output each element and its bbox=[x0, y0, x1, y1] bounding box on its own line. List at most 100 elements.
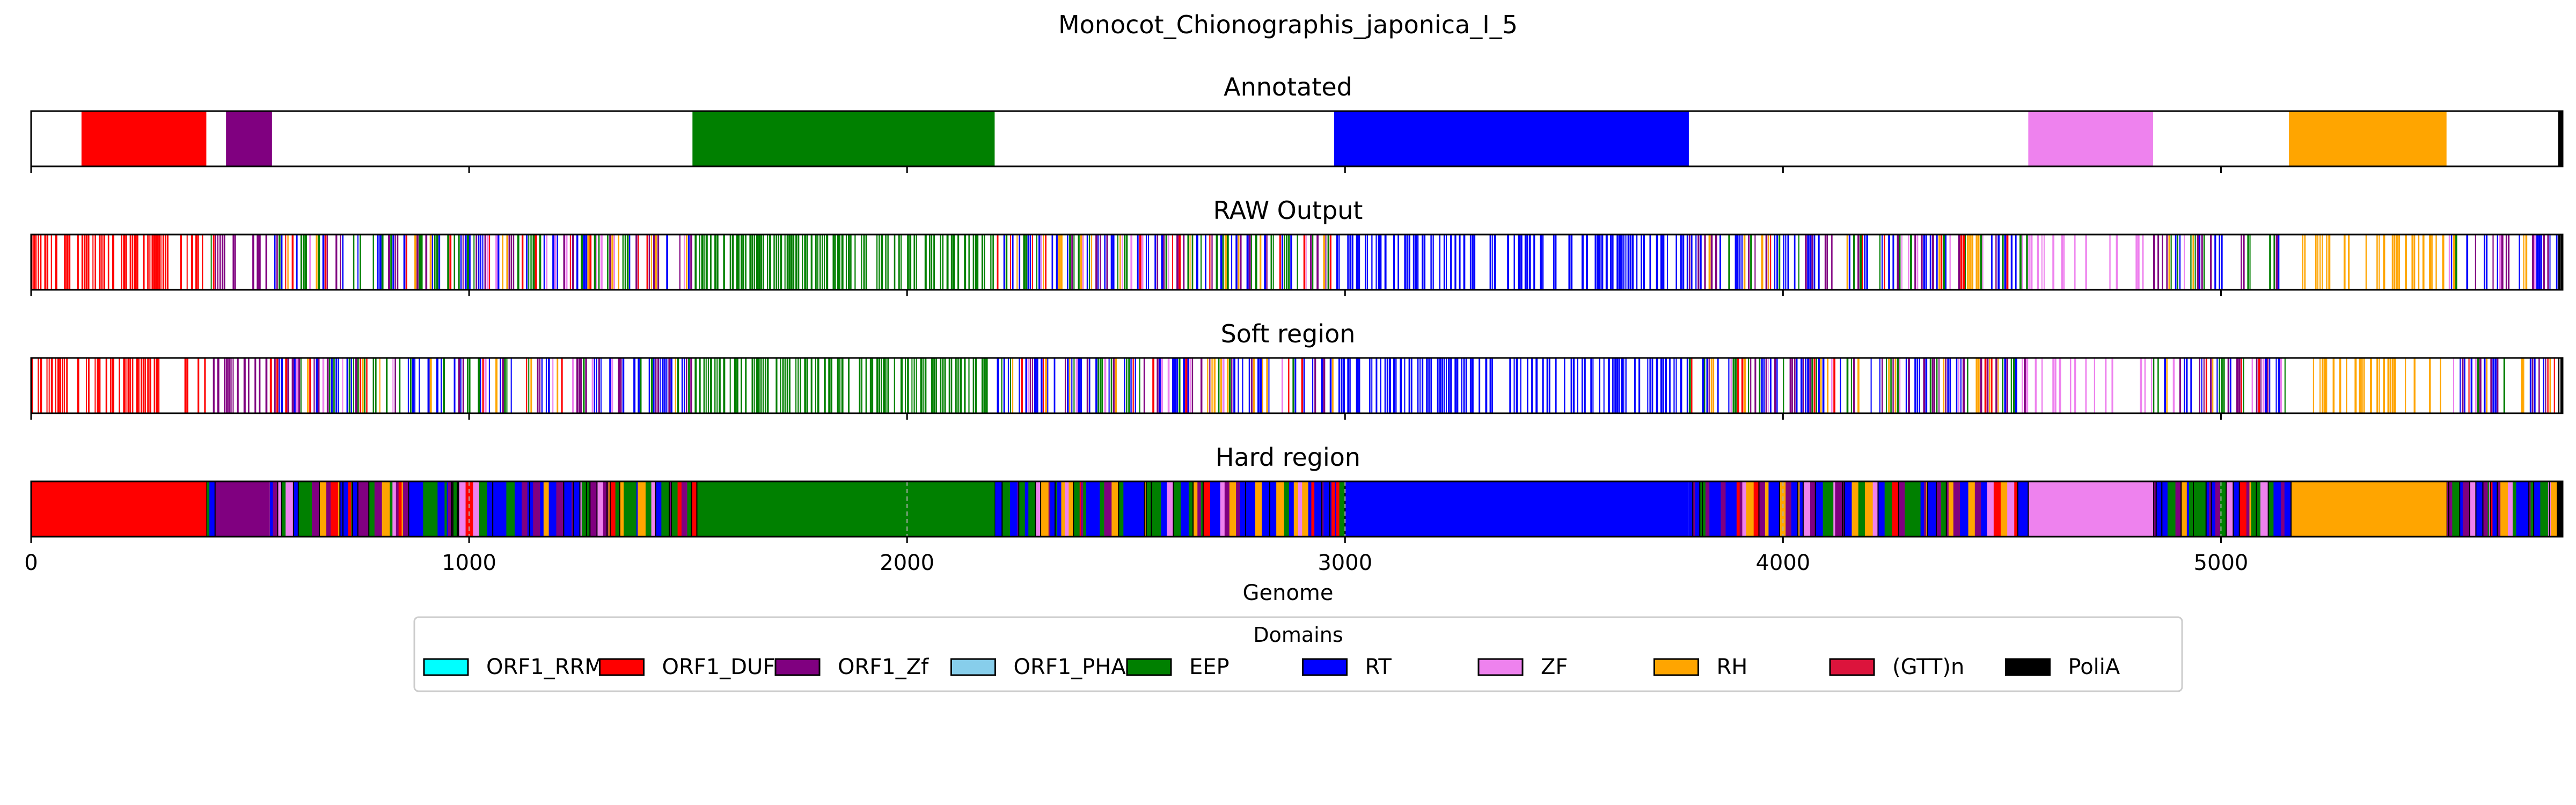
prediction-mark bbox=[390, 235, 392, 290]
prediction-mark bbox=[1439, 235, 1441, 290]
prediction-mark bbox=[333, 358, 335, 413]
prediction-mark bbox=[2507, 235, 2510, 290]
prediction-mark bbox=[2041, 358, 2043, 413]
legend-swatch bbox=[1653, 658, 1699, 676]
region-mark bbox=[1240, 481, 1243, 537]
prediction-mark bbox=[414, 235, 416, 290]
prediction-mark bbox=[1248, 358, 1250, 413]
prediction-mark bbox=[1717, 358, 1719, 413]
prediction-mark bbox=[990, 235, 992, 290]
prediction-mark bbox=[913, 358, 915, 413]
region-mark bbox=[610, 481, 616, 537]
region-mark bbox=[444, 481, 448, 537]
prediction-mark bbox=[1629, 235, 1631, 290]
prediction-mark bbox=[1408, 358, 1410, 413]
prediction-mark bbox=[1185, 358, 1188, 413]
prediction-mark bbox=[407, 358, 409, 413]
region-mark bbox=[1739, 481, 1743, 537]
region-mark bbox=[293, 481, 299, 537]
prediction-mark bbox=[815, 358, 816, 413]
region-mark bbox=[1936, 481, 1942, 537]
prediction-mark bbox=[983, 235, 985, 290]
region-mark bbox=[1799, 481, 1804, 537]
prediction-mark bbox=[2192, 235, 2194, 290]
prediction-mark bbox=[975, 358, 977, 413]
prediction-mark bbox=[141, 358, 143, 413]
prediction-mark bbox=[2538, 358, 2540, 413]
prediction-mark bbox=[690, 358, 692, 413]
region-mark bbox=[619, 481, 624, 537]
region-mark bbox=[206, 481, 210, 537]
prediction-mark bbox=[837, 358, 839, 413]
prediction-mark bbox=[2022, 235, 2023, 290]
prediction-mark bbox=[1110, 235, 1113, 290]
prediction-mark bbox=[2168, 235, 2170, 290]
prediction-mark bbox=[109, 358, 112, 413]
region-mark bbox=[1981, 481, 1986, 537]
prediction-mark bbox=[2543, 235, 2545, 290]
prediction-mark bbox=[2536, 235, 2539, 290]
region-mark bbox=[1974, 481, 1981, 537]
legend-swatch bbox=[2005, 658, 2051, 676]
prediction-mark bbox=[960, 358, 962, 413]
prediction-mark bbox=[226, 358, 228, 413]
region-mark bbox=[1339, 481, 1345, 537]
prediction-mark bbox=[2105, 358, 2107, 413]
prediction-mark bbox=[1472, 235, 1474, 290]
prediction-mark bbox=[2324, 358, 2326, 413]
prediction-mark bbox=[1064, 358, 1066, 413]
prediction-mark bbox=[360, 358, 362, 413]
prediction-mark bbox=[2019, 235, 2022, 290]
prediction-mark bbox=[1305, 235, 1307, 290]
x-tick-label: 5000 bbox=[2194, 551, 2249, 575]
prediction-mark bbox=[1445, 235, 1447, 290]
prediction-mark bbox=[876, 358, 879, 413]
prediction-mark bbox=[77, 235, 79, 290]
prediction-mark bbox=[1154, 235, 1157, 290]
prediction-mark bbox=[2085, 235, 2087, 290]
prediction-mark bbox=[600, 235, 603, 290]
domain-segment-polia bbox=[2558, 111, 2563, 166]
prediction-mark bbox=[953, 235, 955, 290]
prediction-mark bbox=[2322, 358, 2324, 413]
region-mark bbox=[1736, 481, 1740, 537]
region-mark bbox=[428, 481, 436, 537]
region-mark bbox=[994, 481, 1002, 537]
prediction-mark bbox=[1041, 358, 1043, 413]
prediction-mark bbox=[1122, 235, 1123, 290]
prediction-mark bbox=[484, 235, 486, 290]
prediction-mark bbox=[1892, 358, 1894, 413]
region-mark bbox=[1962, 481, 1966, 537]
region-mark bbox=[487, 481, 493, 537]
region-mark bbox=[1203, 481, 1205, 537]
prediction-mark bbox=[741, 235, 743, 290]
prediction-mark bbox=[2006, 358, 2008, 413]
prediction-mark bbox=[872, 358, 874, 413]
prediction-mark bbox=[1938, 235, 1941, 290]
region-mark bbox=[1905, 481, 1913, 537]
legend-title: Domains bbox=[1253, 623, 1343, 647]
prediction-mark bbox=[215, 235, 216, 290]
prediction-mark bbox=[1864, 235, 1866, 290]
prediction-mark bbox=[1031, 358, 1033, 413]
prediction-mark bbox=[2004, 358, 2007, 413]
prediction-mark bbox=[276, 235, 278, 290]
prediction-mark bbox=[259, 235, 261, 290]
prediction-mark bbox=[1312, 235, 1314, 290]
prediction-mark bbox=[1690, 235, 1693, 290]
region-mark bbox=[1878, 481, 1885, 537]
prediction-mark bbox=[191, 235, 193, 290]
prediction-mark bbox=[1226, 358, 1229, 413]
prediction-mark bbox=[2389, 358, 2391, 413]
prediction-mark bbox=[1371, 358, 1373, 413]
prediction-mark bbox=[1513, 235, 1515, 290]
region-mark bbox=[396, 481, 399, 537]
region-mark bbox=[2516, 481, 2522, 537]
prediction-mark bbox=[1108, 358, 1110, 413]
prediction-mark bbox=[883, 358, 885, 413]
prediction-mark bbox=[213, 358, 215, 413]
prediction-mark bbox=[1507, 235, 1510, 290]
prediction-mark bbox=[1086, 358, 1089, 413]
prediction-mark bbox=[2190, 358, 2192, 413]
legend-item: RH bbox=[1653, 655, 1747, 679]
